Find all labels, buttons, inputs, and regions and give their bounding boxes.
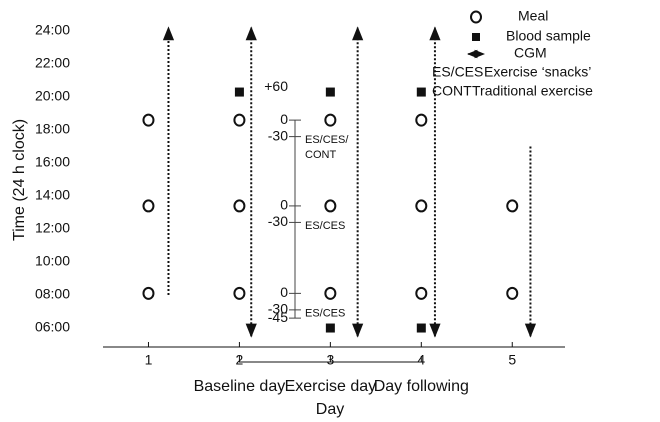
meal-marker (324, 199, 337, 213)
inset-tick-label: -30 (268, 301, 288, 317)
x-tick-label: 5 (508, 352, 516, 368)
key-text: Traditional exercise (472, 83, 593, 99)
meal-marker (233, 199, 246, 213)
meal-marker (415, 199, 428, 213)
inset-tick-label: -30 (268, 127, 288, 143)
legend-label: CGM (514, 45, 547, 61)
inset-tick-label: -30 (268, 213, 288, 229)
meal-marker (233, 113, 246, 127)
y-tick-label: 14:00 (35, 187, 70, 203)
blood-sample-marker (325, 323, 335, 333)
inset-note: CONT (305, 149, 336, 161)
y-tick-label: 12:00 (35, 220, 70, 236)
meal-marker (142, 199, 155, 213)
inset-tick-label: 0 (280, 197, 288, 213)
legend-blood-symbol (472, 33, 480, 41)
meal-marker (506, 199, 519, 213)
inset-tick-label: 0 (280, 111, 288, 127)
meal-marker (233, 286, 246, 300)
y-tick-label: 16:00 (35, 154, 70, 170)
meal-marker (506, 286, 519, 300)
phase-label: Baseline day (194, 378, 286, 395)
legend-label: Meal (518, 8, 548, 24)
y-tick-label: 24:00 (35, 22, 70, 38)
y-tick-label: 08:00 (35, 286, 70, 302)
inset-tick-label: -45 (268, 309, 288, 325)
legend-meal-symbol (470, 10, 482, 24)
legend-label: Blood sample (506, 28, 591, 44)
meal-marker (142, 286, 155, 300)
meal-marker (415, 286, 428, 300)
y-tick-label: 18:00 (35, 121, 70, 137)
inset-note: ES/CES (305, 307, 345, 319)
blood-sample-marker (325, 87, 335, 97)
key-text: Exercise ‘snacks’ (484, 64, 591, 80)
y-tick-label: 22:00 (35, 55, 70, 71)
y-axis-label: Time (24 h clock) (11, 119, 28, 241)
y-tick-label: 20:00 (35, 88, 70, 104)
inset-note: ES/CES (305, 220, 345, 232)
meal-marker (324, 113, 337, 127)
phase-label: Day following (374, 378, 469, 395)
x-tick-label: 1 (145, 352, 153, 368)
blood-sample-marker (234, 87, 244, 97)
meal-marker (415, 113, 428, 127)
y-tick-label: 06:00 (35, 319, 70, 335)
blood-sample-marker (416, 323, 426, 333)
inset-tick-label: +60 (264, 78, 288, 94)
meal-marker (142, 113, 155, 127)
inset-tick-label: 0 (280, 284, 288, 300)
phase-label: Exercise day (285, 378, 377, 395)
x-axis-label: Day (316, 401, 344, 418)
meal-marker (324, 286, 337, 300)
y-tick-label: 10:00 (35, 253, 70, 269)
inset-note: ES/CES/ (305, 134, 349, 146)
key-abbr: CONT (432, 83, 472, 99)
key-abbr: ES/CES (432, 64, 483, 80)
blood-sample-marker (416, 87, 426, 97)
